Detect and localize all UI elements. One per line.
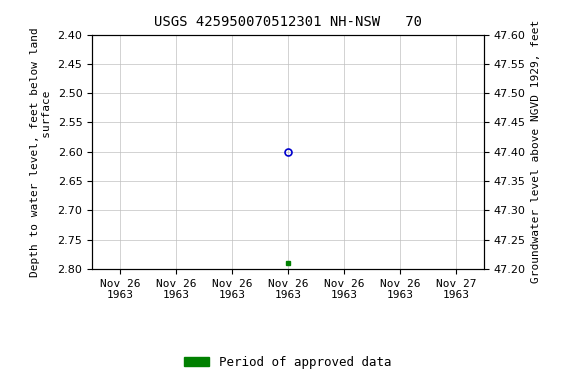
Title: USGS 425950070512301 NH-NSW   70: USGS 425950070512301 NH-NSW 70	[154, 15, 422, 29]
Legend: Period of approved data: Period of approved data	[179, 351, 397, 374]
Y-axis label: Groundwater level above NGVD 1929, feet: Groundwater level above NGVD 1929, feet	[531, 20, 541, 283]
Y-axis label: Depth to water level, feet below land
           surface: Depth to water level, feet below land su…	[31, 27, 52, 276]
